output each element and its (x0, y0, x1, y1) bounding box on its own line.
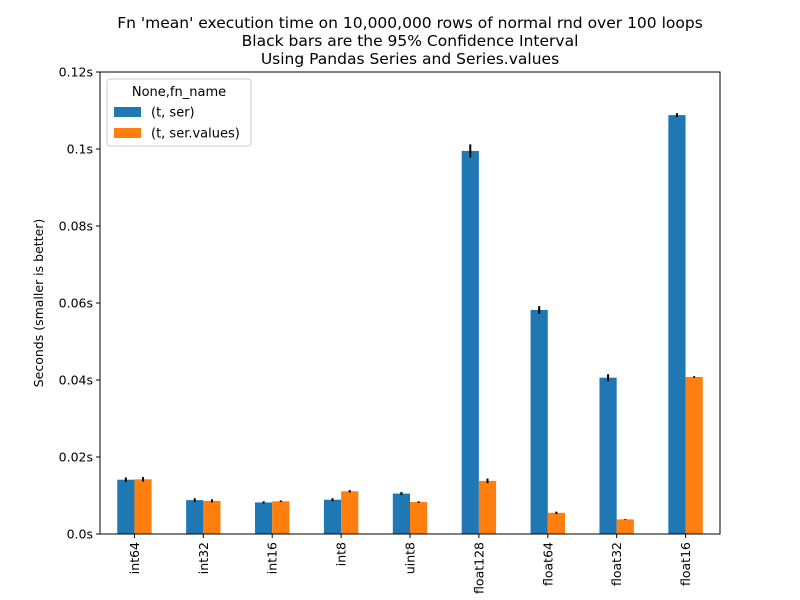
bar (203, 500, 221, 534)
bar (461, 150, 479, 535)
bar (668, 115, 686, 535)
legend-swatch (114, 128, 141, 138)
x-tick-label: float16 (678, 542, 693, 586)
y-tick-label: 0.02s (59, 450, 93, 465)
bar (478, 480, 497, 534)
x-tick-label: float32 (609, 542, 624, 586)
bar (530, 309, 548, 534)
x-tick-label: int16 (265, 542, 280, 574)
legend-label: (t, ser) (151, 106, 195, 121)
legend-frame (106, 78, 252, 147)
bar (616, 519, 634, 534)
y-tick-label: 0.12s (59, 65, 93, 80)
x-tick-label: int64 (127, 542, 142, 574)
y-axis: 0.0s 0.02s 0.04s 0.06s 0.08s 0.1s 0.12s (59, 65, 100, 542)
bar (392, 493, 410, 534)
legend: None,fn_name (t, ser) (t, ser.values) (106, 78, 252, 147)
bar (410, 502, 428, 534)
bars (117, 115, 703, 535)
bar (685, 376, 703, 534)
y-tick-label: 0.0s (67, 527, 93, 542)
y-axis-label: Seconds (smaller is better) (31, 219, 46, 388)
bar (134, 479, 152, 534)
x-tick-label: float128 (471, 542, 486, 594)
x-tick-label: int32 (196, 542, 211, 574)
chart-title-line-3: Using Pandas Series and Series.values (261, 50, 559, 68)
y-tick-label: 0.08s (59, 219, 93, 234)
bar (599, 377, 617, 534)
x-tick-label: uint8 (403, 542, 418, 574)
error-bars (124, 113, 696, 520)
chart-title: Fn 'mean' execution time on 10,000,000 r… (117, 14, 703, 68)
bar (323, 499, 342, 534)
plot-frame (99, 71, 721, 535)
x-axis: int64 int32 int16 int8 uint8 float128 float64 f… (127, 534, 693, 594)
y-tick-label: 0.1s (67, 142, 93, 157)
x-tick-label: int8 (334, 542, 349, 566)
y-tick-label: 0.04s (59, 373, 93, 388)
bar (341, 491, 359, 534)
bar (547, 512, 565, 534)
chart-title-line-1: Fn 'mean' execution time on 10,000,000 r… (117, 14, 703, 32)
bar (272, 501, 290, 534)
legend-label: (t, ser.values) (151, 127, 240, 142)
bar (255, 502, 273, 534)
chart-title-line-2: Black bars are the 95% Confidence Interv… (242, 32, 579, 50)
bar (117, 479, 135, 534)
y-tick-label: 0.06s (59, 296, 93, 311)
legend-title: None,fn_name (132, 85, 226, 100)
x-tick-label: float64 (540, 542, 555, 586)
legend-swatch (114, 107, 141, 117)
bar (186, 500, 204, 534)
